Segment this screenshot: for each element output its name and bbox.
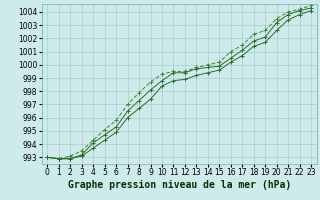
- X-axis label: Graphe pression niveau de la mer (hPa): Graphe pression niveau de la mer (hPa): [68, 180, 291, 190]
